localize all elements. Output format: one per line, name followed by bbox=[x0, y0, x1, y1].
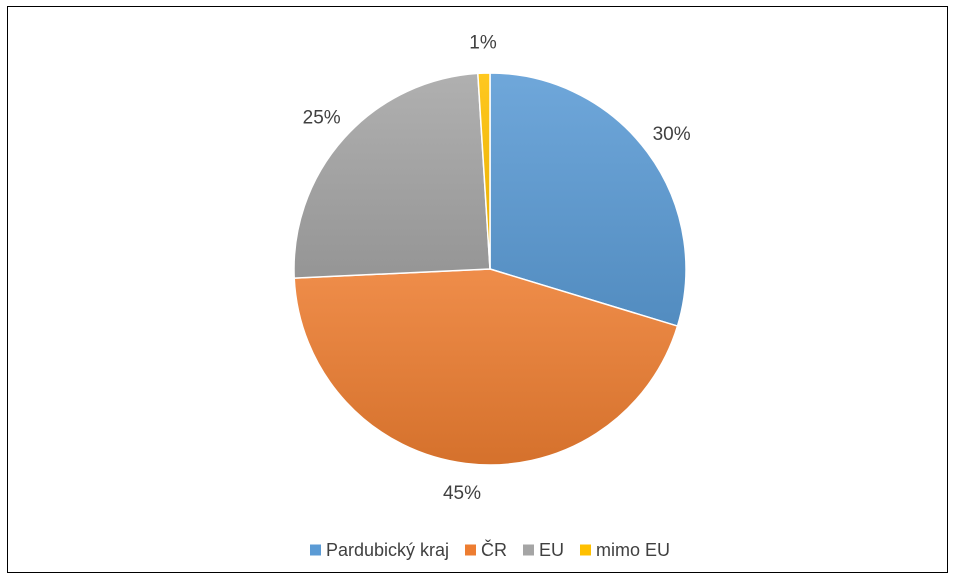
legend-item-mimo-eu: mimo EU bbox=[580, 540, 670, 560]
legend-item-eu: EU bbox=[523, 540, 564, 560]
legend-label-cr: ČR bbox=[481, 539, 507, 560]
legend-swatch-cr bbox=[465, 544, 476, 556]
pie-slice-eu bbox=[293, 72, 491, 279]
legend-item-cr: ČR bbox=[465, 539, 507, 560]
data-label-eu: 25% bbox=[303, 108, 341, 129]
legend: Pardubický kraj ČR EU mimo EU bbox=[310, 539, 670, 560]
legend-item-pardubicky-kraj: Pardubický kraj bbox=[310, 540, 449, 560]
legend-swatch-mimo-eu bbox=[580, 544, 591, 556]
legend-swatch-pardubicky-kraj bbox=[310, 544, 321, 556]
data-label-cr: 45% bbox=[443, 483, 481, 504]
data-label-pardubicky-kraj: 30% bbox=[653, 124, 691, 145]
legend-swatch-eu bbox=[523, 544, 534, 556]
legend-label-pardubicky-kraj: Pardubický kraj bbox=[326, 540, 449, 560]
pie-slice-cr bbox=[293, 268, 679, 466]
data-labels: 30% 45% 25% 1% bbox=[303, 33, 691, 504]
pie-slice-mimo-eu bbox=[477, 72, 491, 270]
pie-slice-pardubicky-kraj bbox=[489, 72, 687, 328]
data-label-mimo-eu: 1% bbox=[469, 33, 497, 54]
pie-slices bbox=[293, 72, 687, 466]
legend-label-eu: EU bbox=[539, 540, 564, 560]
legend-label-mimo-eu: mimo EU bbox=[596, 540, 670, 560]
